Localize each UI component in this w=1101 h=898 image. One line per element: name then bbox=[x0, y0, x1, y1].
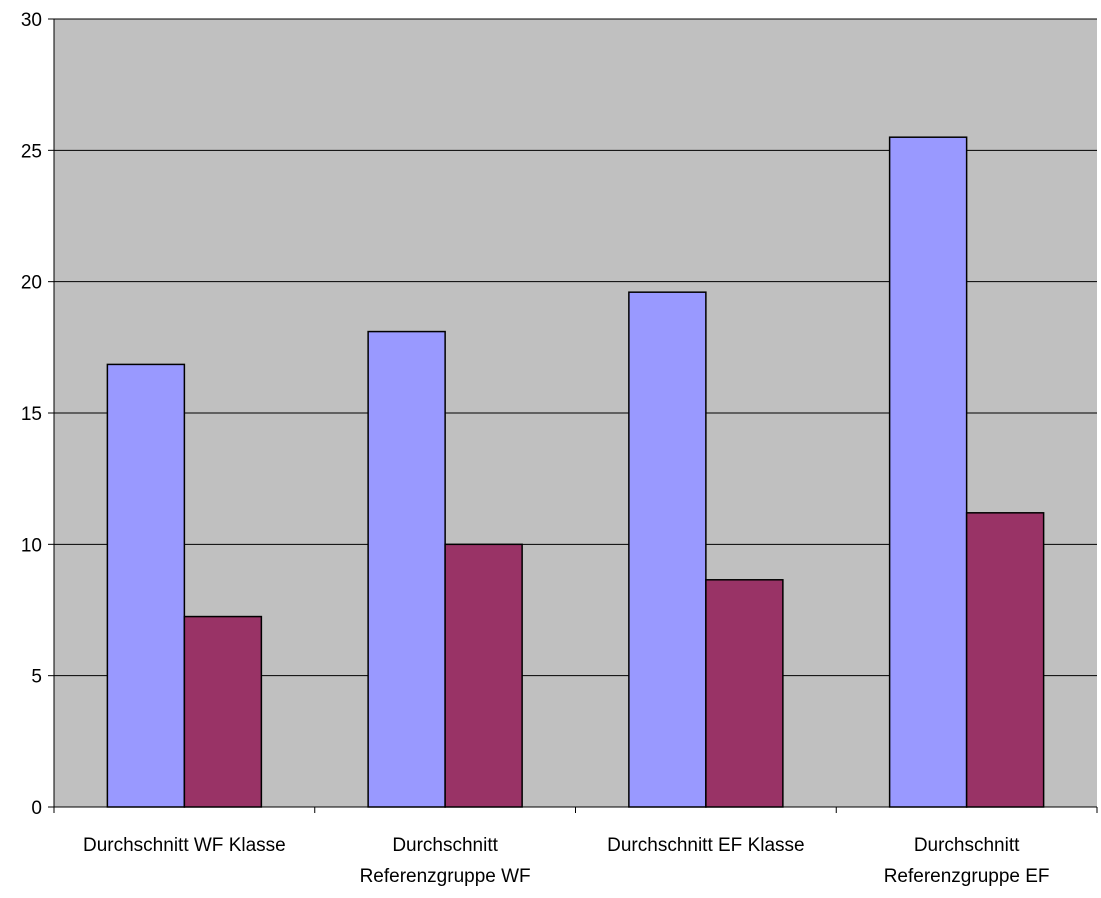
bars bbox=[106, 136, 1045, 808]
bar-series-1-cat-3 bbox=[628, 291, 707, 808]
y-tick-label: 25 bbox=[21, 141, 42, 162]
x-category-label: Durchschnitt EF Klasse bbox=[607, 835, 804, 856]
x-category-label: Referenzgruppe EF bbox=[884, 866, 1050, 887]
axes bbox=[48, 18, 1098, 813]
bar-series-2-cat-4 bbox=[965, 512, 1045, 808]
bar-series-2-cat-3 bbox=[705, 579, 784, 808]
x-category-label: Durchschnitt bbox=[392, 835, 498, 856]
y-tick-label: 20 bbox=[21, 273, 42, 294]
y-tick-label: 5 bbox=[31, 667, 42, 688]
bar-series-2-cat-1 bbox=[183, 615, 263, 808]
y-tick-label: 10 bbox=[21, 535, 42, 556]
bar-series-1-cat-1 bbox=[106, 363, 186, 808]
x-category-labels: Durchschnitt WF Klasse Durchschnitt Refere… bbox=[83, 835, 1050, 887]
x-category-label: Referenzgruppe WF bbox=[360, 866, 531, 887]
y-tick-label: 0 bbox=[31, 798, 42, 819]
x-category-label: Durchschnitt bbox=[914, 835, 1020, 856]
bar-series-1-cat-4 bbox=[888, 136, 968, 808]
y-tick-label: 15 bbox=[21, 404, 42, 425]
bar-series-2-cat-2 bbox=[444, 543, 523, 808]
y-tick-labels: 0 5 10 15 20 25 30 bbox=[21, 10, 42, 819]
bar-series-1-cat-2 bbox=[367, 330, 446, 808]
x-category-label: Durchschnitt WF Klasse bbox=[83, 835, 286, 856]
y-tick-label: 30 bbox=[21, 10, 42, 31]
